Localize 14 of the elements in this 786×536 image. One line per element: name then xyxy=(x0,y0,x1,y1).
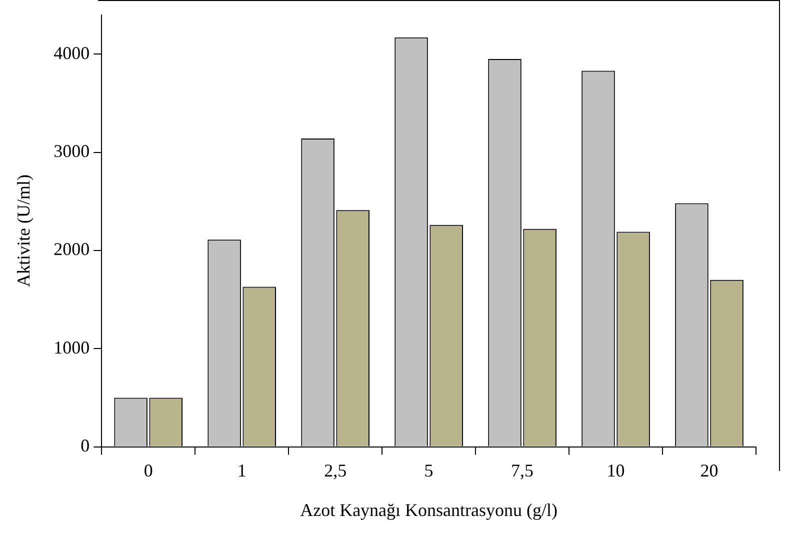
y-tick-label: 0 xyxy=(80,436,90,456)
x-axis-title: Azot Kaynağı Konsantrasyonu (g/l) xyxy=(300,500,558,520)
x-tick-label: 1 xyxy=(237,460,246,480)
y-axis-title: Aktivite (U/ml) xyxy=(14,174,34,288)
y-tick-label: 4000 xyxy=(54,42,90,63)
x-tick-label: 7,5 xyxy=(511,460,534,480)
x-tick-label: 5 xyxy=(424,460,434,480)
x-tick-label: 10 xyxy=(606,460,625,480)
x-tick-label: 2,5 xyxy=(324,460,347,480)
x-tick-label: 20 xyxy=(700,460,718,480)
y-tick-label: 3000 xyxy=(54,140,90,161)
y-tick-label: 2000 xyxy=(54,239,90,260)
x-tick-label: 0 xyxy=(144,460,153,480)
y-tick-label: 1000 xyxy=(54,337,90,358)
